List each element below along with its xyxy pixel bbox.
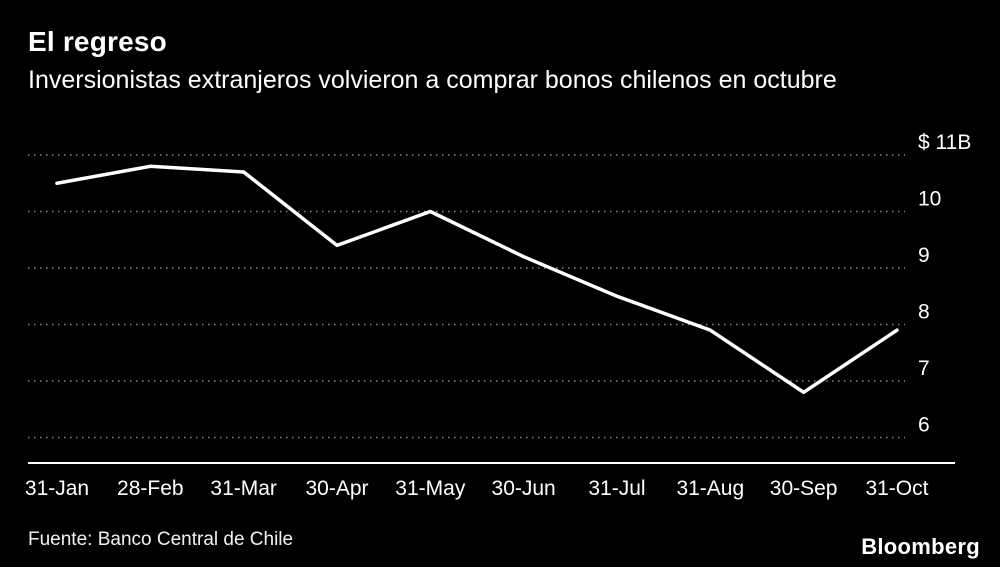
chart-subtitle: Inversionistas extranjeros volvieron a c… [28, 66, 837, 95]
x-tick-label: 30-Jun [492, 477, 556, 500]
source-note: Fuente: Banco Central de Chile [28, 529, 294, 550]
x-tick-label: 28-Feb [117, 477, 184, 500]
bloomberg-logo: Bloomberg [861, 534, 980, 559]
chart-title: El regreso [28, 26, 167, 57]
line-chart: $ 11B 10 9 8 7 6 31-Jan 28-Feb 31-Mar 30-Apr 31-Ma… [25, 131, 971, 500]
y-tick-label: 8 [918, 301, 930, 324]
data-line [55, 164, 899, 395]
x-tick-label: 31-Mar [210, 477, 277, 500]
x-tick-label: 31-May [395, 477, 466, 500]
x-tick-label: 31-Oct [865, 477, 928, 500]
y-tick-label: 10 [918, 188, 941, 211]
y-tick-label: 6 [918, 414, 930, 437]
y-tick-label: 7 [918, 357, 930, 380]
x-tick-label: 30-Sep [770, 477, 838, 500]
x-tick-label: 30-Apr [305, 477, 368, 500]
x-tick-label: 31-Aug [676, 477, 744, 500]
y-tick-label: $ 11B [918, 131, 971, 154]
x-tick-label: 31-Jan [25, 477, 89, 500]
chart-header: El regreso Inversionistas extranjeros vo… [28, 26, 980, 95]
y-tick-label: 9 [918, 244, 930, 267]
x-tick-label: 31-Jul [588, 477, 645, 500]
